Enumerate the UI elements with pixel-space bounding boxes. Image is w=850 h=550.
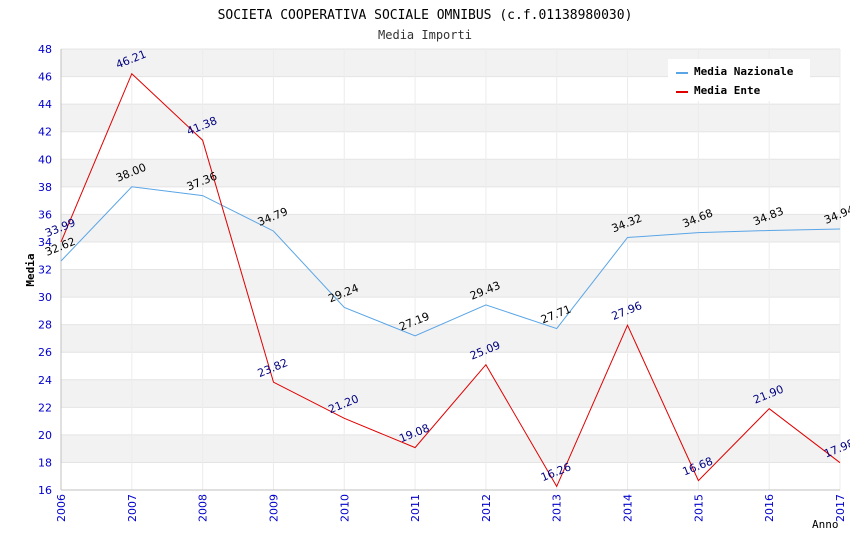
y-tick-label: 44 xyxy=(38,98,52,111)
x-tick-label: 2010 xyxy=(338,494,351,522)
y-tick-label: 48 xyxy=(38,43,52,56)
legend: Media Nazionale Media Ente xyxy=(668,59,810,101)
gridlines xyxy=(60,48,841,491)
y-tick-labels: 16 18 20 22 24 26 28 30 32 34 36 38 40 42 44 46 48 xyxy=(38,43,52,497)
plot-background-bands xyxy=(61,49,840,463)
plot-band xyxy=(61,434,840,463)
legend-box xyxy=(668,59,810,101)
y-tick-label: 34 xyxy=(38,236,52,249)
x-tick-label: 2009 xyxy=(267,494,280,522)
y-axis-title: Media xyxy=(24,253,37,286)
x-tick-label: 2014 xyxy=(622,494,635,522)
y-tick-label: 38 xyxy=(38,181,52,194)
y-tick-label: 46 xyxy=(38,71,52,84)
data-label: 23.82 xyxy=(256,356,290,380)
plot-band xyxy=(61,269,840,298)
x-tick-label: 2011 xyxy=(409,494,422,522)
x-tick-label: 2012 xyxy=(480,494,493,522)
x-tick-label: 2013 xyxy=(551,494,564,522)
series-line-0 xyxy=(60,186,841,337)
y-tick-label: 32 xyxy=(38,264,52,277)
y-tick-label: 42 xyxy=(38,126,52,139)
x-tick-label: 2006 xyxy=(55,494,68,522)
x-tick-label: 2015 xyxy=(692,494,705,522)
chart-subtitle: Media Importi xyxy=(378,28,472,42)
data-label: 27.71 xyxy=(539,303,573,327)
legend-label-ente: Media Ente xyxy=(694,84,761,97)
y-tick-label: 24 xyxy=(38,374,52,387)
x-tick-label: 2016 xyxy=(763,494,776,522)
y-tick-label: 20 xyxy=(38,429,52,442)
plot-band xyxy=(61,324,840,353)
x-tick-label: 2007 xyxy=(126,494,139,522)
x-tick-labels: 2006 2007 2008 2009 2010 2011 2012 2013 2014 2015… xyxy=(55,494,847,522)
plot-band xyxy=(61,159,840,187)
chart-title: SOCIETA COOPERATIVA SOCIALE OMNIBUS (c.f… xyxy=(218,8,633,23)
plot-band xyxy=(61,214,840,242)
y-tick-label: 30 xyxy=(38,291,52,304)
y-tick-label: 26 xyxy=(38,346,52,359)
y-tick-label: 16 xyxy=(38,484,52,497)
legend-label-nazionale: Media Nazionale xyxy=(694,65,794,78)
y-tick-label: 22 xyxy=(38,401,52,414)
series-lines xyxy=(60,72,841,488)
y-tick-label: 36 xyxy=(38,208,52,221)
x-tick-label: 2008 xyxy=(197,494,210,522)
y-tick-label: 28 xyxy=(38,319,52,332)
y-tick-label: 18 xyxy=(38,456,52,469)
plot-band xyxy=(61,379,840,408)
data-label: 27.96 xyxy=(610,299,644,323)
x-tick-label: 2017 xyxy=(834,494,847,522)
series-line-1 xyxy=(60,72,841,488)
y-tick-label: 40 xyxy=(38,153,52,166)
x-axis-title: Anno xyxy=(812,518,839,531)
plot-band xyxy=(61,104,840,132)
